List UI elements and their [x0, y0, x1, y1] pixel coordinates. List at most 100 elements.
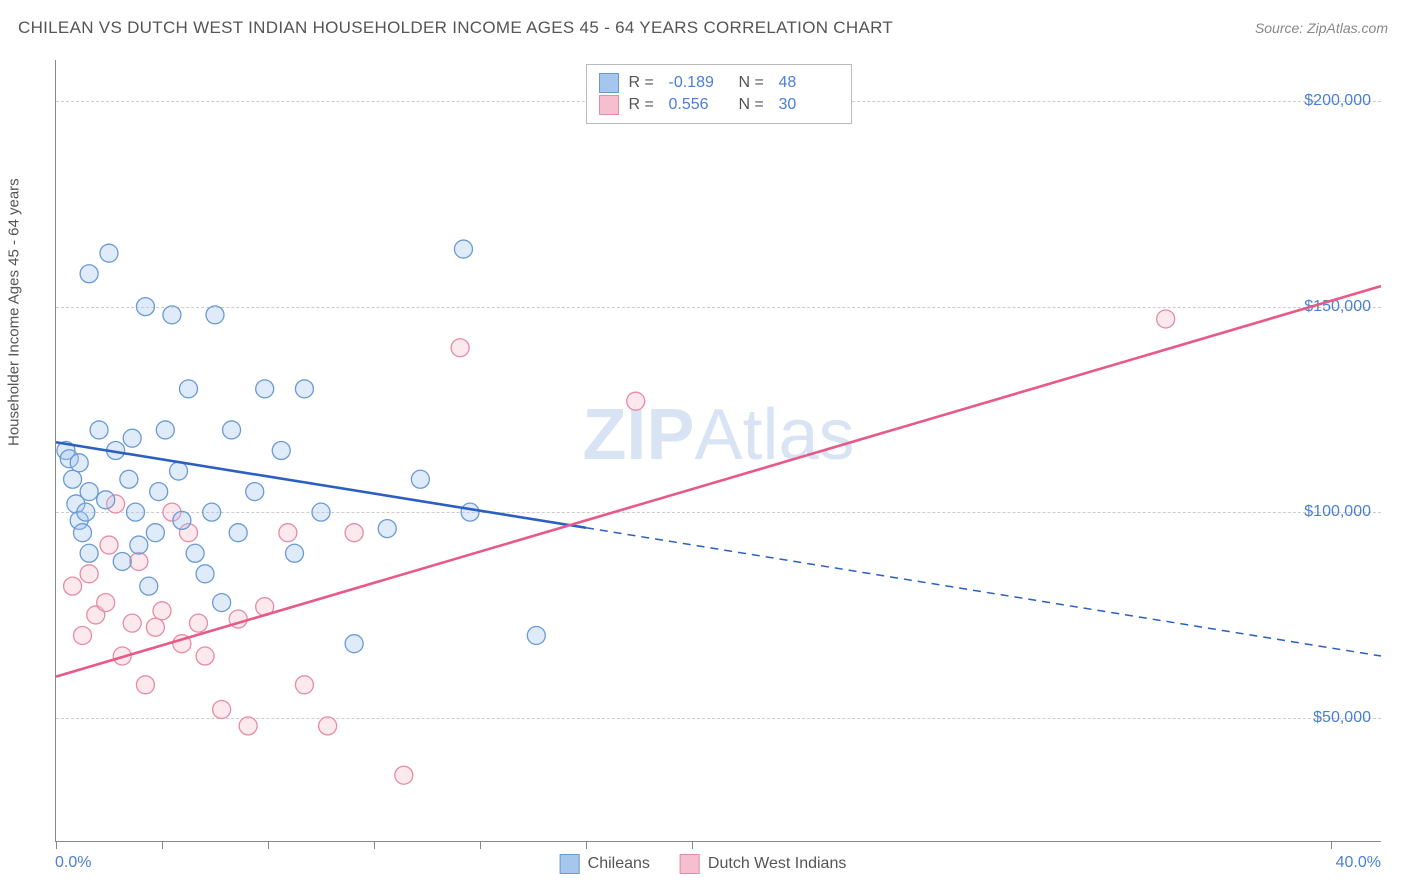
source-label: Source: ZipAtlas.com — [1255, 20, 1388, 36]
scatter-point — [196, 647, 214, 665]
scatter-point — [80, 565, 98, 583]
scatter-point — [70, 454, 88, 472]
legend-item-dutch: Dutch West Indians — [680, 854, 846, 874]
scatter-point — [246, 483, 264, 501]
value-N-dutch: 30 — [779, 96, 839, 114]
scatter-point — [345, 635, 363, 653]
value-R-chilean: -0.189 — [669, 74, 729, 92]
scatter-point — [130, 552, 148, 570]
scatter-point — [150, 483, 168, 501]
scatter-point — [146, 524, 164, 542]
scatter-point — [64, 577, 82, 595]
scatter-point — [100, 536, 118, 554]
legend-label-chilean: Chileans — [588, 855, 650, 873]
scatter-point — [213, 700, 231, 718]
scatter-point — [196, 565, 214, 583]
legend-label-dutch: Dutch West Indians — [708, 855, 846, 873]
scatter-point — [80, 265, 98, 283]
scatter-point — [64, 470, 82, 488]
swatch-dutch — [599, 95, 619, 115]
scatter-point — [186, 544, 204, 562]
scatter-point — [123, 614, 141, 632]
swatch-dutch-2 — [680, 854, 700, 874]
scatter-point — [127, 503, 145, 521]
scatter-point — [239, 717, 257, 735]
scatter-point — [97, 594, 115, 612]
y-axis-title: Householder Income Ages 45 - 64 years — [6, 178, 23, 446]
scatter-point — [113, 552, 131, 570]
scatter-point — [213, 594, 231, 612]
scatter-point — [295, 380, 313, 398]
scatter-point — [77, 503, 95, 521]
scatter-point — [206, 306, 224, 324]
scatter-point — [153, 602, 171, 620]
scatter-point — [136, 676, 154, 694]
value-R-dutch: 0.556 — [669, 96, 729, 114]
chart-title: CHILEAN VS DUTCH WEST INDIAN HOUSEHOLDER… — [18, 18, 893, 38]
scatter-point — [120, 470, 138, 488]
swatch-chilean — [599, 73, 619, 93]
scatter-point — [286, 544, 304, 562]
scatter-point — [223, 421, 241, 439]
value-N-chilean: 48 — [779, 74, 839, 92]
x-tick — [1331, 841, 1332, 849]
scatter-point — [378, 520, 396, 538]
scatter-point — [156, 421, 174, 439]
scatter-point — [627, 392, 645, 410]
scatter-point — [411, 470, 429, 488]
scatter-point — [146, 618, 164, 636]
scatter-point — [74, 524, 92, 542]
header: CHILEAN VS DUTCH WEST INDIAN HOUSEHOLDER… — [18, 18, 1388, 38]
scatter-point — [203, 503, 221, 521]
scatter-point — [345, 524, 363, 542]
scatter-point — [123, 429, 141, 447]
x-tick — [56, 841, 57, 849]
scatter-point — [319, 717, 337, 735]
trendline — [56, 286, 1381, 676]
scatter-point — [312, 503, 330, 521]
scatter-point — [451, 339, 469, 357]
scatter-point — [256, 380, 274, 398]
label-N: N = — [739, 96, 769, 114]
x-tick — [480, 841, 481, 849]
x-axis-left-label: 0.0% — [55, 854, 91, 872]
x-tick — [586, 841, 587, 849]
scatter-point — [163, 306, 181, 324]
scatter-point — [80, 544, 98, 562]
x-axis-right-label: 40.0% — [1336, 854, 1381, 872]
plot-svg — [56, 60, 1381, 841]
scatter-point — [189, 614, 207, 632]
legend-row-dutch: R = 0.556 N = 30 — [599, 95, 839, 115]
scatter-point — [100, 244, 118, 262]
scatter-point — [80, 483, 98, 501]
swatch-chilean-2 — [560, 854, 580, 874]
scatter-point — [170, 462, 188, 480]
label-R: R = — [629, 74, 659, 92]
scatter-point — [461, 503, 479, 521]
scatter-point — [454, 240, 472, 258]
x-tick — [374, 841, 375, 849]
scatter-point — [279, 524, 297, 542]
scatter-point — [173, 511, 191, 529]
scatter-point — [136, 298, 154, 316]
scatter-point — [229, 524, 247, 542]
label-R: R = — [629, 96, 659, 114]
label-N: N = — [739, 74, 769, 92]
scatter-point — [180, 380, 198, 398]
scatter-point — [74, 626, 92, 644]
legend-row-chilean: R = -0.189 N = 48 — [599, 73, 839, 93]
legend-series: Chileans Dutch West Indians — [560, 854, 847, 874]
legend-stats: R = -0.189 N = 48 R = 0.556 N = 30 — [586, 64, 852, 124]
trendline-dashed — [586, 528, 1381, 656]
chart-container: CHILEAN VS DUTCH WEST INDIAN HOUSEHOLDER… — [0, 0, 1406, 892]
x-tick — [692, 841, 693, 849]
plot-area: ZIPAtlas R = -0.189 N = 48 R = 0.556 N =… — [55, 60, 1381, 842]
scatter-point — [90, 421, 108, 439]
scatter-point — [130, 536, 148, 554]
scatter-point — [1157, 310, 1175, 328]
scatter-point — [527, 626, 545, 644]
x-tick — [162, 841, 163, 849]
x-tick — [268, 841, 269, 849]
scatter-point — [140, 577, 158, 595]
scatter-point — [295, 676, 313, 694]
